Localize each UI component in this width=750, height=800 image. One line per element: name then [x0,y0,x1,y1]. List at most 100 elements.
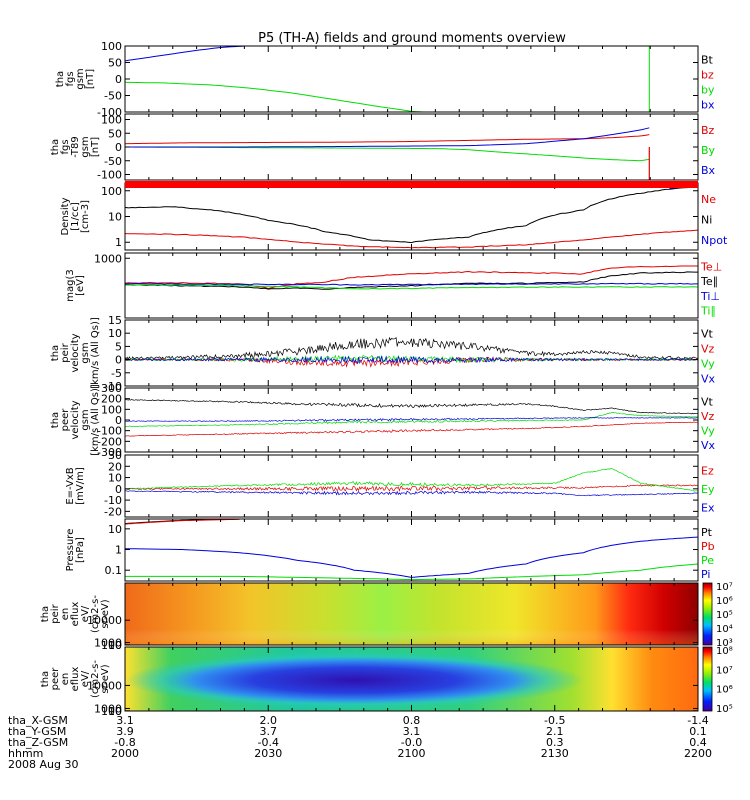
ytick-label: 1 [115,544,122,557]
ytick-label: -10 [104,380,122,393]
panel-density: Ne Ni Npot 1 10 100 Density [1/cc] [cm-3] [60,182,728,251]
ytick-label: 10000 [87,679,122,692]
legend-By: By [701,144,716,157]
ytick-label: 200 [101,393,122,406]
ytick-label: 1000 [94,252,122,265]
series-Bz [125,134,650,145]
ylabel-line: mag(3 [65,269,76,301]
ylabel-line: eV/ [80,605,91,622]
ylabel-line: -T89 [70,136,81,158]
xaxis-hhmm: 2130 [541,747,569,760]
ytick-label: 300 [101,382,122,395]
ylabel-line: peir [60,342,71,362]
ytick-label: -300 [97,446,122,459]
ylabel-line: fgs [65,71,76,86]
ytick-label: 100 [101,114,122,127]
ytick-label: -100 [97,106,122,119]
ytick-label: -5 [111,367,122,380]
panel-frame [124,45,699,113]
series-By [125,146,650,162]
ytick-label: -100 [97,425,122,438]
colorbar-label: 10⁷ [716,582,733,593]
xaxis-Z: 0.3 [546,736,564,749]
ylabel-line: [nT] [90,137,101,157]
ytick-label: 10 [108,327,122,340]
colorbar-label: 10⁶ [716,685,733,696]
legend-Vz: Vz [701,343,715,356]
ytick-label: 100 [101,403,122,416]
panel-temperature: Te⊥ Te∥ Ti⊥ Ti∥ 1000 mag(3 [eV] [65,252,722,319]
series-Ti∥ [125,284,698,290]
ytick-label: 1000 [94,637,122,650]
series-Ni [125,185,698,244]
legend-Pb: Pb [701,540,715,553]
colorbar-peer_eflux [702,646,713,712]
colorbar-label: 10⁴ [716,624,733,635]
ytick-label: 0 [115,483,122,496]
xaxis-Z: -0.0 [401,736,422,749]
xaxis-hhmm: 2000 [111,747,139,760]
ylabel-line: velocity [70,333,81,372]
legend-Ti⊥: Ti⊥ [700,290,720,303]
legend-Vy: Vy [701,424,715,437]
legend-by: by [701,84,715,97]
ylabel-line: gsm [80,409,91,430]
legend-Ne: Ne [701,193,716,206]
ylabel-line: en [60,673,71,686]
ytick-label: 10 [108,523,122,536]
series-Vt [125,398,698,415]
ylabel-line: peer [50,667,61,691]
xaxis-row-label: tha_Y-GSM [8,725,66,738]
ytick-label: -100 [97,169,122,182]
legend-Te⊥: Te⊥ [700,260,722,273]
ytick-label: -200 [97,435,122,448]
ylabel-line: [eV] [75,275,86,296]
xaxis-Z: -0.8 [114,736,135,749]
series-Ti⊥ [125,282,698,286]
ytick-label: 10 [108,211,122,224]
legend-Ti∥: Ti∥ [700,305,716,318]
xaxis-row-label: hhmm [8,747,43,760]
ylabel-line: peir [50,603,61,623]
ylabel-line: tha [40,671,51,687]
colorbar-label: 10⁵ [716,610,733,621]
ylabel-line: sr-eV) [100,599,111,628]
ytick-label: 0 [115,354,122,367]
ylabel-line: eflux [70,667,81,692]
ylabel-line: sr-eV) [100,664,111,693]
xaxis-Y: 3.7 [260,725,278,738]
legend-Bz: Bz [701,124,715,137]
ytick-label: 1000 [94,702,122,715]
legend-Te∥: Te∥ [700,275,718,288]
panel-frame [124,182,699,251]
legend-bx: bx [701,99,715,112]
xaxis-X: 0.8 [403,714,421,727]
legend-Ex: Ex [701,502,715,515]
ylabel-line: gsm [75,68,86,89]
xaxis-X: 3.1 [116,714,134,727]
colorbar-peir_eflux [702,582,713,646]
ylabel-line: tha [50,139,61,155]
ytick-label: 0 [115,141,122,154]
ytick-label: 15 [108,314,122,327]
ytick-label: 0 [115,414,122,427]
ylabel-line: [km/s (All Qs)] [90,317,101,389]
series-Pi [125,536,698,578]
series-Vt [125,336,698,361]
ytick-label: -50 [104,90,122,103]
ylabel-line: (cm2-s- [90,660,101,698]
ytick-label: 0 [115,73,122,86]
ytick-label: 100 [101,40,122,53]
xaxis-Y: 3.1 [403,725,421,738]
ylabel-line: eflux [70,602,81,627]
ytick-label: 0.1 [105,564,123,577]
ylabel-line: [1/cc] [70,202,81,231]
ytick-label: -20 [104,505,122,518]
